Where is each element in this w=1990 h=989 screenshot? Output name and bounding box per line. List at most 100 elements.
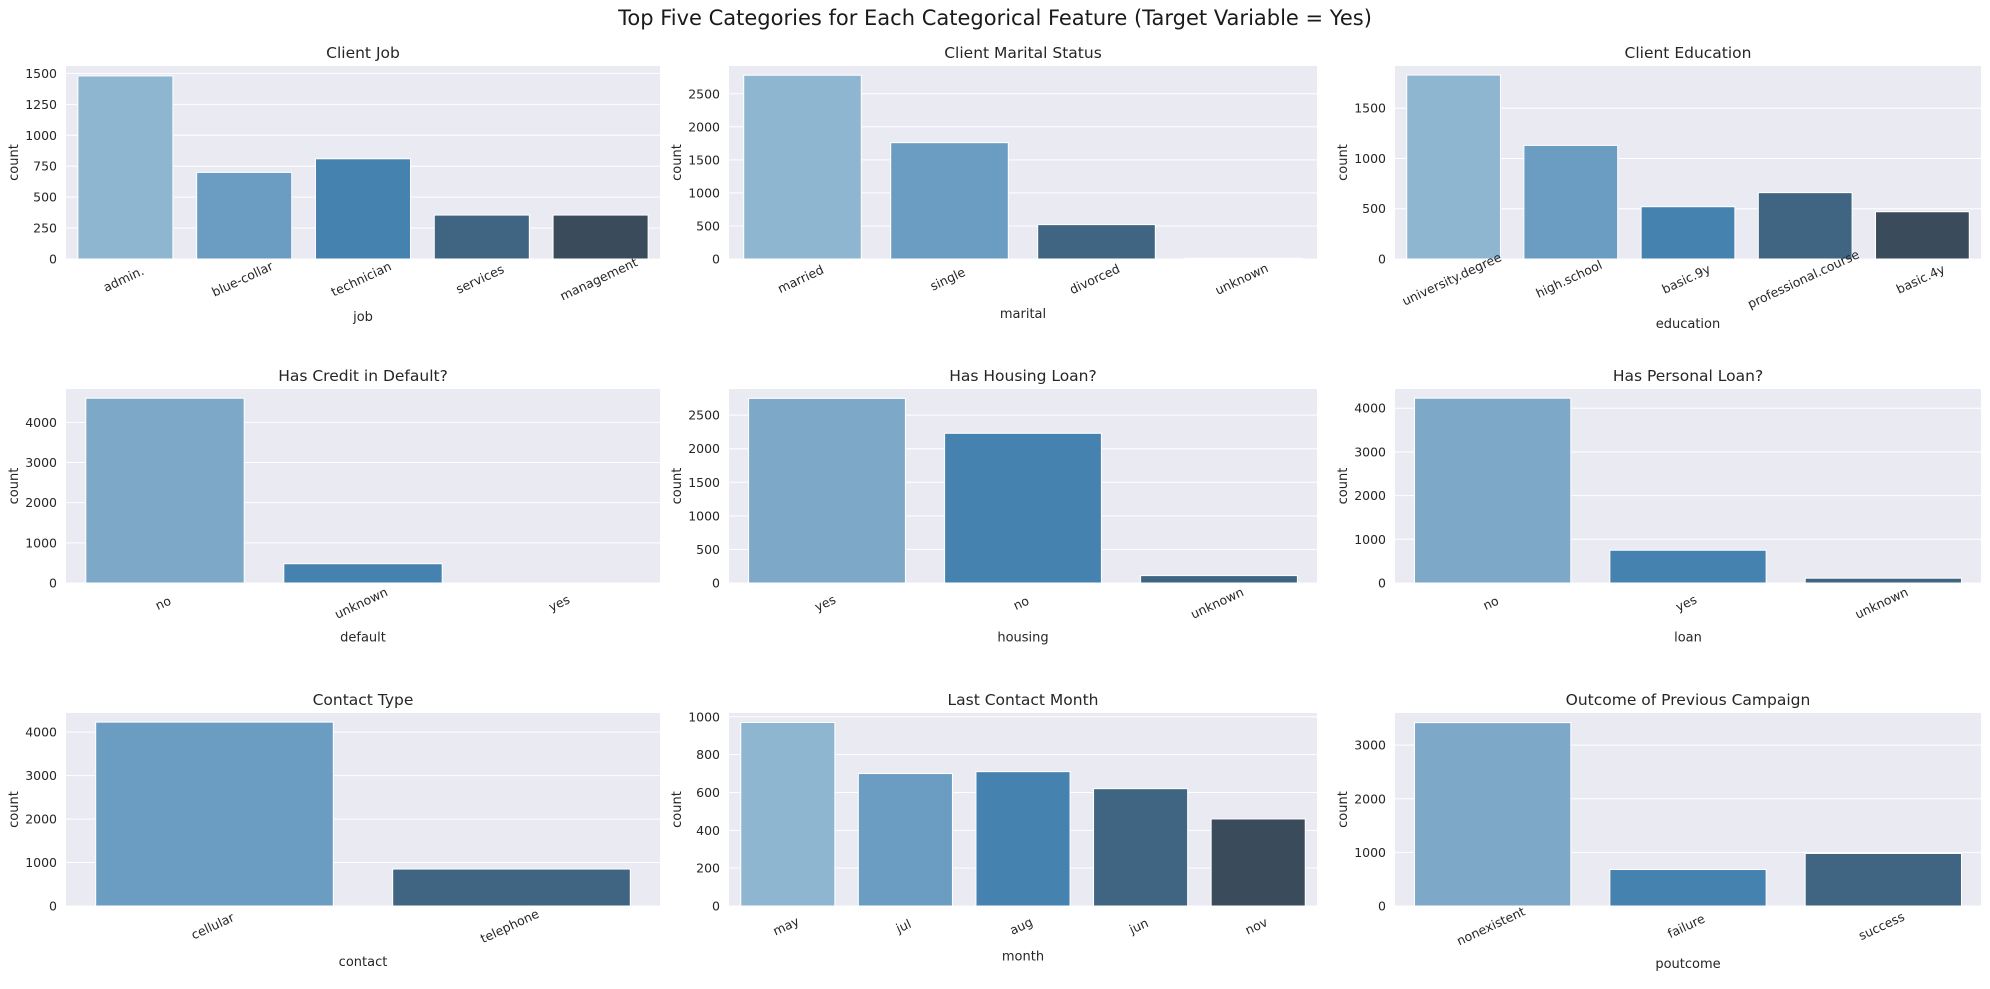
y-tick-label: 0 — [49, 899, 57, 914]
x-axis-label: default — [340, 630, 386, 645]
y-tick-label: 3000 — [25, 768, 57, 783]
bar-admin. — [77, 75, 174, 260]
y-tick-label: 250 — [33, 221, 57, 236]
x-axis-label: loan — [1674, 630, 1702, 645]
x-tick-label: nonexistent — [1454, 903, 1527, 948]
y-tick-label: 2500 — [688, 86, 720, 101]
bar-yes — [1609, 549, 1767, 584]
figure-title: Top Five Categories for Each Categorical… — [618, 6, 1372, 30]
bar-cellular — [95, 721, 334, 907]
y-tick-label: 4000 — [25, 725, 57, 740]
y-tick-label: 200 — [696, 861, 720, 876]
y-tick-label: 1000 — [1354, 532, 1386, 547]
subplot-loan: 0 1000 2000 3000 4000 no yes unknown Has Persona… — [1336, 367, 1981, 645]
subplot-title: Client Job — [326, 44, 400, 62]
y-axis-label: count — [670, 468, 685, 505]
bar-unknown — [283, 563, 443, 584]
subplot-title: Has Credit in Default? — [278, 367, 448, 385]
y-axis-label: count — [1336, 144, 1351, 181]
y-tick-label: 400 — [696, 823, 720, 838]
bar-basic.4y — [1875, 211, 1970, 260]
bar-unknown — [1184, 257, 1303, 260]
bar-success — [1804, 852, 1962, 907]
y-tick-label: 2000 — [1354, 791, 1386, 806]
bar-basic.9y — [1640, 206, 1736, 260]
x-tick-label: technician — [329, 258, 394, 299]
bar-jul — [857, 773, 953, 907]
x-tick-label: jun — [1126, 915, 1151, 937]
bar-university.degree — [1406, 74, 1501, 260]
bar-services — [433, 214, 530, 260]
x-tick-label: basic.9y — [1659, 261, 1713, 297]
bar-telephone — [392, 868, 631, 907]
y-tick-label: 1000 — [1354, 151, 1386, 166]
x-tick-label: failure — [1665, 911, 1707, 941]
subplot-title: Has Personal Loan? — [1613, 367, 1763, 385]
bar-nov — [1210, 818, 1306, 907]
x-axis-label: education — [1656, 317, 1721, 332]
x-tick-label: married — [775, 262, 826, 296]
y-tick-label: 0 — [49, 252, 57, 267]
x-axis-label: job — [352, 310, 373, 325]
y-tick-label: 750 — [33, 159, 57, 174]
bar-technician — [314, 158, 412, 260]
bar-divorced — [1037, 224, 1156, 260]
bar-yes — [748, 397, 906, 584]
y-tick-label: 0 — [1378, 576, 1386, 591]
x-tick-label: yes — [546, 592, 572, 615]
y-tick-label: 0 — [712, 252, 720, 267]
bar-no — [944, 432, 1102, 584]
y-axis-label: count — [1336, 468, 1351, 505]
y-tick-label: 0 — [712, 576, 720, 591]
subplot-title: Has Housing Loan? — [949, 367, 1097, 385]
y-tick-label: 1500 — [25, 66, 57, 81]
y-tick-label: 1250 — [25, 97, 57, 112]
x-axis-label: housing — [997, 630, 1048, 645]
y-tick-label: 500 — [696, 542, 720, 557]
y-tick-label: 4000 — [1354, 401, 1386, 416]
x-axis-label: contact — [339, 955, 388, 970]
x-tick-label: aug — [1007, 914, 1035, 938]
y-tick-label: 0 — [1378, 252, 1386, 267]
subplot-title: Last Contact Month — [947, 691, 1098, 709]
x-tick-label: unknown — [1188, 584, 1246, 622]
bar-aug — [975, 771, 1071, 907]
bar-no — [1414, 397, 1572, 584]
x-tick-label: may — [770, 913, 802, 938]
x-tick-label: no — [1481, 593, 1501, 613]
x-axis-label: poutcome — [1655, 957, 1720, 972]
y-tick-label: 3000 — [25, 455, 57, 470]
bar-failure — [1609, 869, 1767, 907]
x-tick-label: no — [153, 593, 173, 613]
x-tick-label: divorced — [1067, 261, 1122, 297]
subplot-title: Contact Type — [313, 691, 414, 709]
subplot-title: Outcome of Previous Campaign — [1566, 691, 1811, 709]
y-tick-label: 600 — [696, 785, 720, 800]
bar-single — [890, 142, 1009, 260]
y-tick-label: 1500 — [1354, 101, 1386, 116]
y-tick-label: 3000 — [1354, 738, 1386, 753]
bar-married — [743, 74, 862, 260]
x-tick-label: unknown — [332, 584, 390, 622]
y-tick-label: 500 — [33, 190, 57, 205]
bar-high.school — [1523, 144, 1619, 260]
y-tick-label: 1000 — [25, 855, 57, 870]
y-tick-label: 500 — [1362, 201, 1386, 216]
y-axis-label: count — [7, 144, 22, 181]
y-tick-label: 800 — [696, 747, 720, 762]
x-tick-label: nov — [1243, 914, 1271, 938]
x-tick-label: blue-collar — [209, 258, 276, 300]
bar-nonexistent — [1414, 722, 1572, 907]
bar-unknown — [1804, 577, 1962, 584]
y-tick-label: 500 — [696, 218, 720, 233]
x-tick-label: high.school — [1533, 257, 1604, 301]
x-tick-label: unknown — [1213, 260, 1271, 298]
y-tick-label: 2000 — [25, 812, 57, 827]
y-tick-label: 3000 — [1354, 444, 1386, 459]
y-tick-label: 0 — [712, 899, 720, 914]
x-tick-label: management — [558, 254, 640, 303]
y-tick-label: 2000 — [25, 495, 57, 510]
y-tick-label: 1000 — [688, 709, 720, 724]
bar-professional.course — [1757, 192, 1853, 260]
